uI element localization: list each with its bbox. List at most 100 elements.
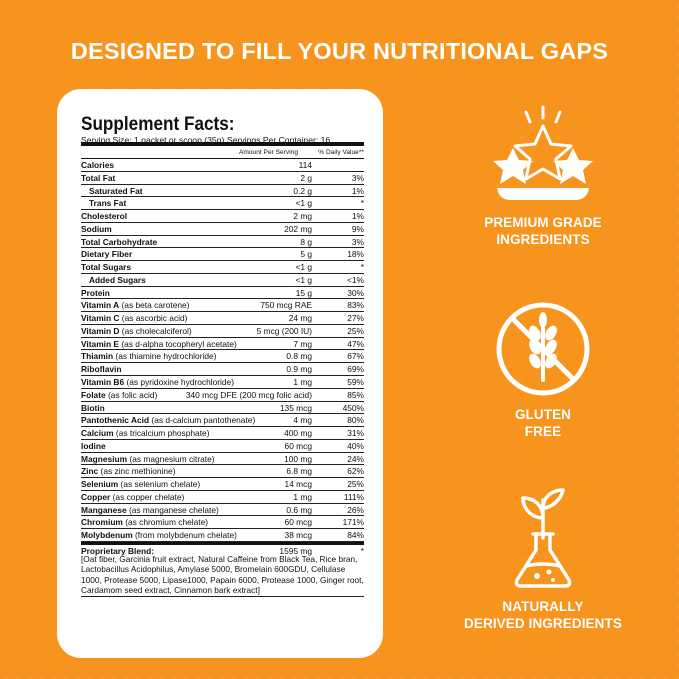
nutrient-row: Total Fat 2 g 3% — [81, 172, 364, 185]
nutrient-label: Iodine — [81, 440, 106, 451]
nutrient-label: Magnesium — [81, 453, 128, 464]
nutrient-label: Vitamin D — [81, 325, 120, 336]
badge-natural-line2: DERIVED INGREDIENTS — [464, 616, 622, 631]
nutrient-row: Vitamin C (as ascorbic acid) 24 mg 27% — [81, 312, 364, 325]
nutrient-source: (as manganese chelate) — [126, 504, 219, 515]
nutrient-daily-value: 27% — [347, 313, 364, 324]
nutrient-label: Vitamin A — [81, 300, 120, 311]
nutrient-name: Zinc (as zinc methionine) — [81, 465, 176, 477]
nutrient-daily-value: 24% — [347, 453, 364, 464]
nutrient-name: Vitamin C (as ascorbic acid) — [81, 312, 187, 324]
nutrient-label: Chromium — [81, 517, 123, 528]
nutrient-row: Folate (as folic acid) 340 mcg DFE (200 m… — [81, 389, 364, 402]
nutrient-label: Vitamin C — [81, 313, 120, 324]
nutrient-label: Sodium — [81, 223, 112, 234]
nutrient-row: Vitamin A (as beta carotene) 750 mcg RAE 8… — [81, 299, 364, 313]
nutrient-daily-value: 3% — [351, 172, 364, 183]
nutrient-label: Total Sugars — [81, 262, 132, 273]
nutrient-source: (as d-calcium pantothenate) — [149, 415, 256, 426]
nutrient-label: Vitamin E — [81, 338, 120, 349]
nutrient-amount: 750 mcg RAE — [260, 300, 312, 311]
nutrient-row: Sodium 202 mg 9% — [81, 223, 364, 236]
nutrient-name: Cholesterol — [81, 210, 127, 222]
nutrient-row: Magnesium (as magnesium citrate) 100 mg 24… — [81, 453, 364, 466]
nutrient-amount: 1 mg — [293, 491, 312, 502]
nutrient-source: (as magnesium citrate) — [127, 453, 215, 464]
facts-title: Supplement Facts: — [81, 113, 235, 135]
nutrient-label: Folate — [81, 389, 106, 400]
nutrient-row: Total Sugars <1 g * — [81, 261, 364, 274]
nutrient-label: Thiamin — [81, 351, 114, 362]
nutrient-row: Iodine 60 mcg 40% — [81, 440, 364, 453]
nutrient-label: Calcium — [81, 428, 114, 439]
nutrient-amount: 400 mg — [284, 428, 312, 439]
nutrient-row: Saturated Fat 0.2 g 1% — [81, 185, 364, 198]
nutrient-label: Riboflavin — [81, 364, 122, 375]
nutrient-label: Protein — [81, 287, 110, 298]
nutrient-source: (as zinc methionine) — [98, 466, 176, 477]
nutrient-name: Total Carbohydrate — [81, 236, 157, 248]
nutrient-name: Dietary Fiber — [81, 248, 132, 260]
nutrient-amount: 114 — [298, 160, 312, 170]
nutrient-row: Manganese (as manganese chelate) 0.6 mg 26… — [81, 504, 364, 517]
nutrient-amount: 38 mcg — [284, 530, 312, 541]
serving-size: Serving Size: 1 packet or scoop (35g) — [81, 135, 225, 145]
nutrient-name: Total Fat — [81, 172, 115, 184]
nutrient-name: Folate (as folic acid) — [81, 389, 157, 401]
nutrient-source: (as pyridoxine hydrochloride) — [124, 377, 234, 388]
nutrient-daily-value: 30% — [347, 287, 364, 298]
supplement-facts-panel: Supplement Facts: Serving Size: 1 packet… — [57, 89, 383, 658]
nutrient-daily-value: 84% — [347, 530, 364, 541]
blend-name: Proprietary Blend: — [81, 545, 155, 556]
nutrient-row: Calories 114 — [81, 159, 364, 172]
nutrient-row: Vitamin D (as cholecalciferol) 5 mcg (200… — [81, 325, 364, 338]
nutrient-name: Vitamin A (as beta carotene) — [81, 299, 189, 311]
nutrient-name: Chromium (as chromium chelate) — [81, 516, 208, 528]
nutrient-amount: <1 g — [295, 198, 312, 209]
nutrient-daily-value: 25% — [347, 479, 364, 490]
nutrient-daily-value: * — [360, 198, 364, 209]
nutrient-name: Manganese (as manganese chelate) — [81, 504, 219, 516]
nutrient-amount: 5 g — [300, 249, 312, 260]
nutrient-row: Chromium (as chromium chelate) 60 mcg 171% — [81, 516, 364, 530]
servings-per-container: Servings Per Container: 16 — [227, 135, 331, 145]
nutrient-daily-value: 26% — [347, 504, 364, 515]
nutrient-daily-value: 450% — [342, 402, 364, 413]
nutrient-name: Riboflavin — [81, 363, 121, 375]
nutrient-source: (as selenium chelate) — [118, 479, 201, 490]
nutrient-amount: 60 mcg — [284, 517, 312, 528]
nutrient-row: Total Carbohydrate 8 g 3% — [81, 236, 364, 249]
badge-premium-line1: PREMIUM GRADE — [484, 215, 602, 230]
nutrient-amount: 60 mcg — [284, 440, 312, 451]
nutrient-daily-value: * — [360, 262, 364, 273]
nutrient-amount: 6.8 mg — [286, 466, 312, 477]
nutrient-name: Protein — [81, 287, 110, 299]
nutrient-source: (as chromium chelate) — [122, 517, 209, 528]
nutrient-daily-value — [312, 159, 364, 171]
supplement-facts: Supplement Facts: Serving Size: 1 packet… — [81, 113, 364, 598]
nutrient-rows: Calories 114 Total Fat 2 g 3% Saturated Fat 0.… — [81, 159, 364, 542]
nutrient-amount: 0.6 mg — [286, 504, 312, 515]
nutrient-daily-value: 40% — [347, 440, 364, 451]
nutrient-row: Trans Fat <1 g * — [81, 197, 364, 211]
nutrient-daily-value: 25% — [347, 325, 364, 336]
nutrient-label: Molybdenum — [81, 530, 133, 541]
nutrient-daily-value: 69% — [347, 364, 364, 375]
badge-gluten-line1: GLUTEN — [514, 407, 572, 422]
nutrient-source: (as beta carotene) — [119, 300, 190, 311]
nutrient-label: Zinc — [81, 466, 99, 477]
nutrient-label: Added Sugars — [89, 274, 146, 285]
nutrient-amount: 0.2 g — [293, 185, 312, 196]
nutrient-source: (as copper chelate) — [110, 491, 185, 502]
nutrient-amount: 1 mg — [293, 377, 312, 388]
badge-gluten-line2: FREE — [524, 424, 562, 439]
nutrient-label: Copper — [81, 491, 111, 502]
nutrient-row: Selenium (as selenium chelate) 14 mcg 25% — [81, 478, 364, 491]
badge-naturally-derived: NATURALLY DERIVED INGREDIENTS — [448, 488, 638, 632]
nutrient-name: Saturated Fat — [81, 185, 143, 197]
nutrient-amount: 2 mg — [293, 211, 312, 222]
nutrient-name: Vitamin B6 (as pyridoxine hydrochloride) — [81, 376, 234, 388]
nutrient-label: Pantothenic Acid — [81, 415, 150, 426]
nutrient-row: Riboflavin 0.9 mg 69% — [81, 363, 364, 377]
nutrient-amount: 135 mcg — [279, 402, 312, 413]
